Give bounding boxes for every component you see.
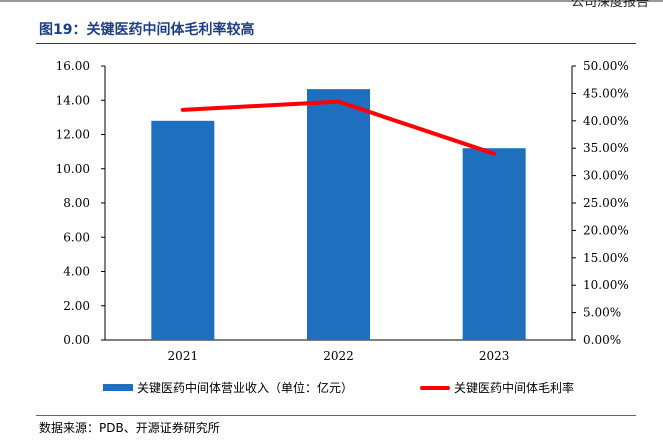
right-axis-tick-label: 0.00% [583,333,621,347]
chart-canvas: 0.00 2.00 4.00 6.00 8.00 10.00 12.00 14.00 16.00… [56,59,629,363]
legend-item-bar: 关键医药中间体营业收入（单位：亿元） [103,379,353,396]
bar-2022 [307,89,370,341]
header-top-rule [0,0,663,2]
x-axis-tick-label: 2023 [479,349,510,363]
legend-item-line: 关键医药中间体毛利率 [420,379,574,396]
figure-title: 图19：关键医药中间体毛利率较高 [39,22,255,38]
x-axis-tick-label: 2022 [323,349,354,363]
right-axis-tick-label: 45.00% [583,86,629,100]
right-axis-tick-label: 35.00% [583,141,629,155]
legend-label-bar: 关键医药中间体营业收入（单位：亿元） [137,381,354,395]
right-axis-tick-label: 5.00% [583,306,621,320]
source-note: 数据来源：PDB、开源证券研究所 [39,421,220,435]
right-axis-tick-label: 30.00% [583,169,629,183]
left-axis-tick-label: 12.00 [56,128,90,142]
left-axis-tick-label: 16.00 [56,59,90,73]
left-axis-tick-label: 0.00 [63,333,90,347]
line-series [180,99,497,156]
right-y-axis: 0.00% 5.00% 10.00% 15.00% 20.00% 25.00% 30.00%… [571,59,629,347]
title-divider [36,43,636,44]
legend-swatch-line [420,385,450,390]
right-axis-tick-label: 40.00% [583,114,629,128]
bar-2021 [151,120,215,340]
left-axis-tick-label: 10.00 [56,162,90,176]
right-axis-tick-label: 50.00% [583,59,629,73]
left-axis-tick-label: 14.00 [56,93,90,107]
right-axis-tick-label: 15.00% [583,251,629,265]
legend-label-line: 关键医药中间体毛利率 [454,381,575,395]
bar-2023 [462,148,526,340]
legend-swatch-bar [103,384,133,391]
left-axis-tick-label: 2.00 [63,299,90,313]
x-axis: 2021 2022 2023 [105,339,572,363]
source-divider [36,415,636,416]
x-axis-tick-label: 2021 [168,349,199,363]
right-axis-tick-label: 25.00% [583,196,629,210]
right-axis-tick-label: 20.00% [583,223,629,237]
right-axis-tick-label: 10.00% [583,278,629,292]
left-axis-tick-label: 8.00 [63,196,90,210]
page-header-fragment: 公司深度报告 [570,0,649,10]
bar-series [151,89,526,341]
left-y-axis: 0.00 2.00 4.00 6.00 8.00 10.00 12.00 14.00 16.00 [56,59,106,347]
left-axis-tick-label: 4.00 [63,265,90,279]
left-axis-tick-label: 6.00 [63,230,90,244]
